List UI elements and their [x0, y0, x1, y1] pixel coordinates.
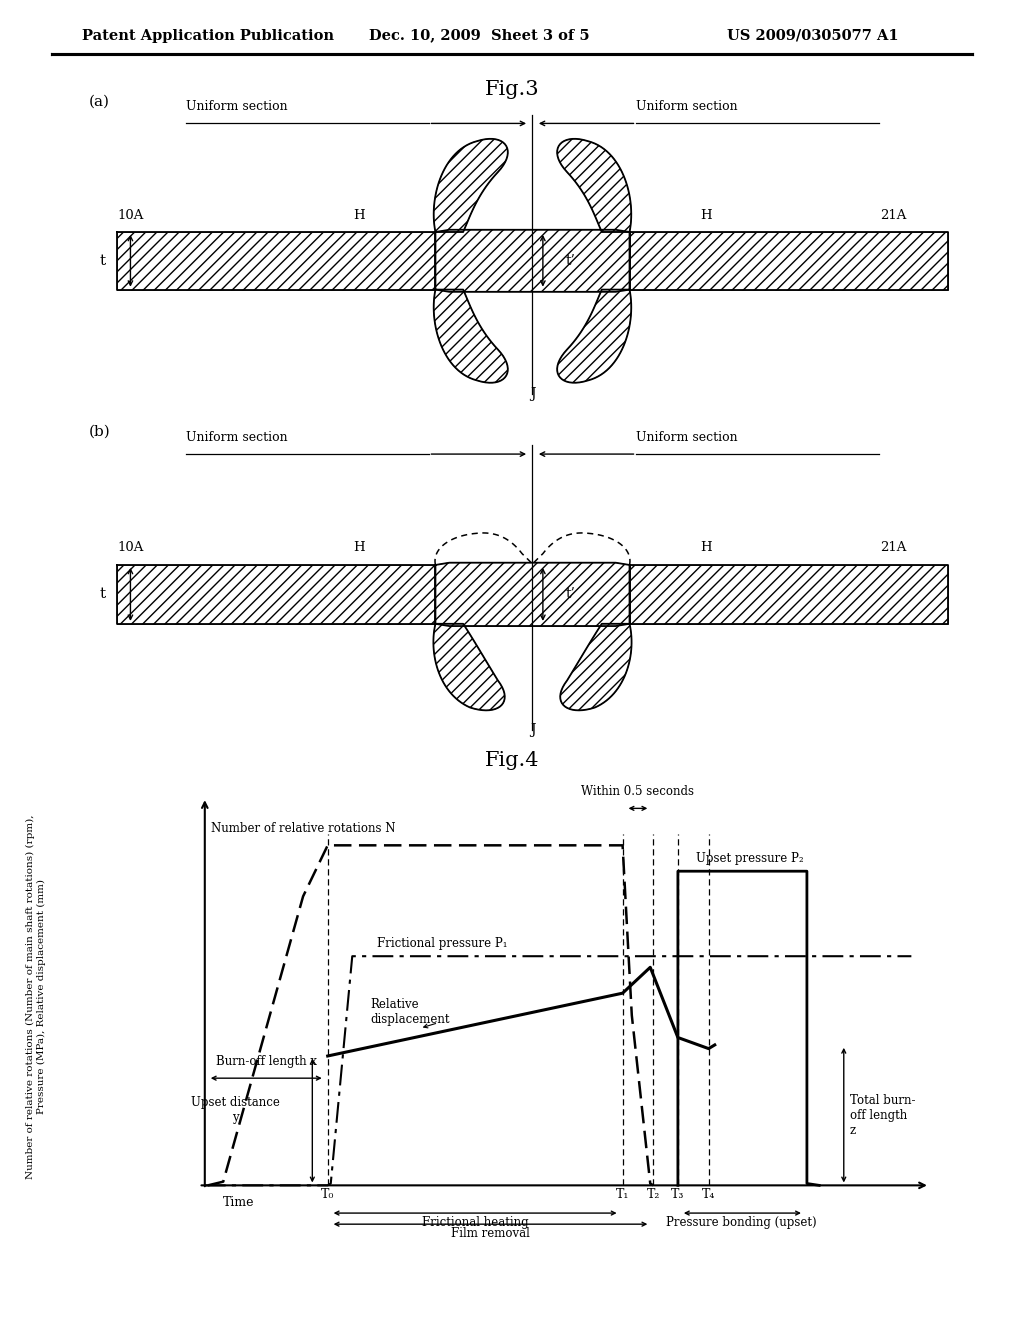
Polygon shape: [435, 230, 630, 292]
Polygon shape: [557, 289, 631, 383]
Text: t: t: [99, 253, 105, 268]
Text: H: H: [700, 209, 712, 222]
Text: Frictional heating: Frictional heating: [422, 1216, 528, 1229]
Polygon shape: [434, 289, 508, 383]
Polygon shape: [557, 139, 631, 232]
Polygon shape: [117, 565, 435, 624]
Text: H: H: [353, 541, 365, 554]
Text: T₂: T₂: [646, 1188, 660, 1201]
Text: Uniform section: Uniform section: [186, 100, 288, 114]
Polygon shape: [433, 624, 505, 710]
Text: J: J: [529, 723, 536, 737]
Text: Upset pressure P₂: Upset pressure P₂: [696, 851, 804, 865]
Text: Pressure bonding (upset): Pressure bonding (upset): [666, 1216, 816, 1229]
Text: Uniform section: Uniform section: [637, 100, 738, 114]
Text: Number of relative rotations (Number of main shaft rotations) (rpm),
Pressure (M: Number of relative rotations (Number of …: [26, 814, 46, 1179]
Text: t: t: [99, 587, 105, 602]
Text: t’: t’: [565, 587, 575, 602]
Text: US 2009/0305077 A1: US 2009/0305077 A1: [727, 29, 899, 42]
Text: Fig.4: Fig.4: [484, 751, 540, 770]
Text: (b): (b): [89, 425, 111, 440]
Text: Fig.3: Fig.3: [484, 81, 540, 99]
Polygon shape: [117, 232, 435, 289]
Text: Burn-off length x: Burn-off length x: [216, 1055, 316, 1068]
Text: H: H: [353, 209, 365, 222]
Text: Relative
displacement: Relative displacement: [371, 998, 451, 1026]
Text: T₄: T₄: [701, 1188, 716, 1201]
Polygon shape: [435, 562, 630, 626]
Text: Upset distance
y: Upset distance y: [191, 1096, 280, 1123]
Text: Time: Time: [223, 1196, 255, 1209]
Text: Dec. 10, 2009  Sheet 3 of 5: Dec. 10, 2009 Sheet 3 of 5: [369, 29, 589, 42]
Text: T₀: T₀: [321, 1188, 335, 1201]
Text: Number of relative rotations N: Number of relative rotations N: [211, 822, 395, 836]
Text: Uniform section: Uniform section: [637, 430, 738, 444]
Polygon shape: [560, 624, 632, 710]
Text: 21A: 21A: [880, 541, 906, 554]
Text: (a): (a): [89, 95, 110, 108]
Text: Uniform section: Uniform section: [186, 430, 288, 444]
Polygon shape: [630, 565, 948, 624]
Text: Patent Application Publication: Patent Application Publication: [82, 29, 334, 42]
Text: T₃: T₃: [671, 1188, 685, 1201]
Text: t’: t’: [565, 253, 575, 268]
Text: J: J: [529, 387, 536, 401]
Polygon shape: [630, 232, 948, 289]
Polygon shape: [434, 139, 508, 232]
Text: T₁: T₁: [615, 1188, 630, 1201]
Text: 10A: 10A: [118, 209, 143, 222]
Text: Within 0.5 seconds: Within 0.5 seconds: [582, 785, 694, 799]
Text: Frictional pressure P₁: Frictional pressure P₁: [377, 937, 507, 950]
Text: Film removal: Film removal: [451, 1228, 530, 1239]
Text: H: H: [700, 541, 712, 554]
Text: 21A: 21A: [880, 209, 906, 222]
Text: Total burn-
off length
z: Total burn- off length z: [850, 1094, 915, 1137]
Text: 10A: 10A: [118, 541, 143, 554]
